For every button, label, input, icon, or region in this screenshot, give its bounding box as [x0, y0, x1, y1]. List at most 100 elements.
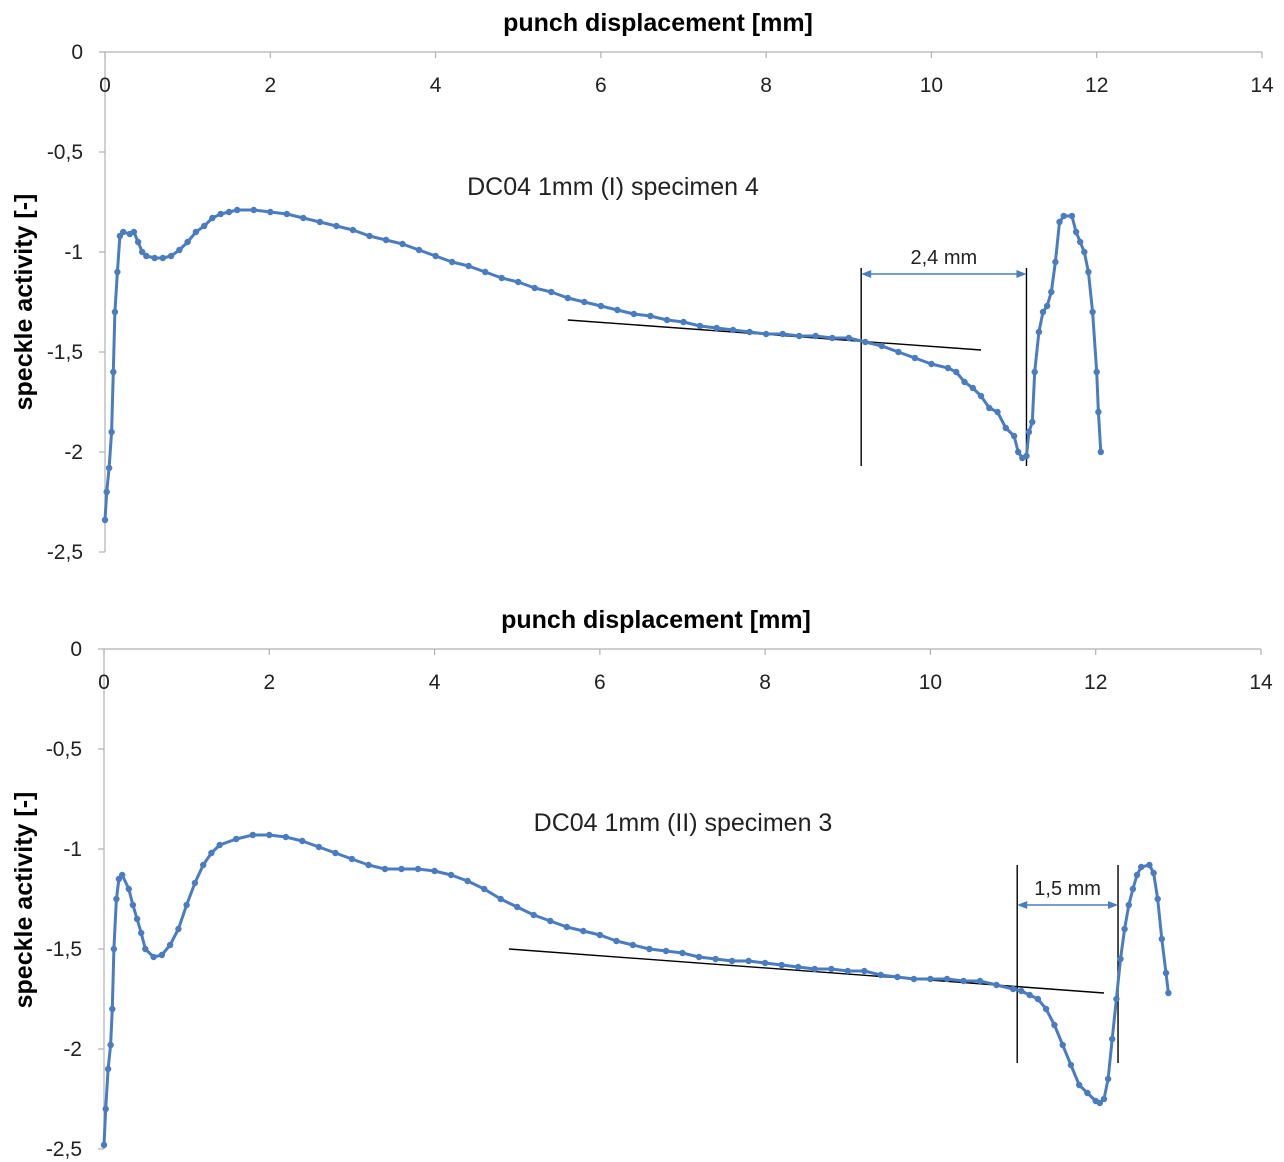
- data-point: [597, 302, 605, 310]
- data-point: [382, 236, 390, 244]
- data-point: [482, 268, 489, 276]
- x-tick-label: 4: [429, 671, 441, 694]
- data-point: [125, 885, 132, 893]
- data-point: [977, 392, 985, 400]
- data-point: [1104, 1075, 1112, 1083]
- y-tick-label: -2: [64, 441, 83, 464]
- data-point: [176, 246, 183, 254]
- data-point: [191, 879, 199, 887]
- data-point: [1089, 308, 1096, 316]
- data-point: [414, 865, 422, 873]
- data-point: [1059, 1041, 1066, 1049]
- data-point: [225, 208, 233, 216]
- data-point: [1165, 989, 1172, 997]
- data-point: [175, 925, 182, 933]
- data-point: [895, 348, 902, 356]
- data-point: [728, 957, 736, 965]
- data-point: [465, 262, 472, 270]
- data-point: [713, 324, 720, 332]
- data-point: [208, 849, 215, 857]
- x-tick-label: 2: [263, 671, 275, 694]
- data-point: [1067, 1061, 1075, 1069]
- data-point: [315, 843, 323, 851]
- data-point: [1100, 1095, 1108, 1103]
- data-point: [201, 222, 208, 230]
- data-point: [192, 228, 200, 236]
- data-point: [564, 294, 571, 302]
- data-point: [481, 885, 488, 893]
- data-point: [944, 364, 952, 372]
- data-point: [1039, 308, 1047, 316]
- data-point: [911, 354, 919, 362]
- axes-top: 0 2 4 6 8 10 12 14 0 -0,5 -1 -1,5 -2 -2,5: [47, 41, 1274, 564]
- data-point: [1076, 1081, 1083, 1089]
- data-point: [216, 841, 223, 849]
- data-point: [119, 871, 126, 879]
- data-point: [1133, 871, 1141, 879]
- data-point: [961, 378, 968, 386]
- data-point: [1109, 1035, 1116, 1043]
- dimension-arrow-right: [1016, 270, 1027, 278]
- data-point: [663, 316, 671, 324]
- data-point: [1031, 368, 1038, 376]
- data-point: [142, 945, 149, 953]
- data-point: [580, 927, 587, 935]
- data-point: [183, 901, 190, 909]
- data-point: [143, 252, 150, 260]
- x-axis-title-top: punch displacement [mm]: [503, 9, 813, 37]
- data-point: [432, 252, 439, 260]
- dimension-arrow-left: [1017, 901, 1028, 909]
- data-point: [695, 953, 703, 961]
- data-point: [120, 228, 127, 236]
- chart-title-top: DC04 1mm (I) specimen 4: [467, 173, 759, 201]
- data-point: [233, 835, 240, 843]
- series-group-bottom: [100, 831, 1172, 1149]
- data-point: [101, 516, 109, 524]
- data-point: [267, 208, 274, 216]
- data-point: [796, 332, 803, 340]
- axes-bottom: 0 2 4 6 8 10 12 14 0 -0,5 -1 -1,5 -2 -2,5: [46, 638, 1273, 1161]
- y-tick-label: 0: [70, 638, 82, 661]
- data-point: [1043, 302, 1051, 310]
- data-point: [1068, 212, 1076, 220]
- data-point: [1096, 1099, 1104, 1107]
- data-point: [779, 330, 786, 338]
- x-tick-label: 8: [760, 74, 772, 97]
- data-point: [1029, 418, 1036, 426]
- data-point: [828, 965, 835, 973]
- data-point: [812, 332, 819, 340]
- data-point: [464, 877, 471, 885]
- data-point: [943, 975, 951, 983]
- data-point: [113, 895, 120, 903]
- data-point: [1121, 925, 1128, 933]
- data-point: [953, 368, 960, 376]
- data-point: [102, 1105, 109, 1113]
- y-tick-label: -2,5: [47, 541, 83, 564]
- data-point: [139, 248, 146, 256]
- data-point: [531, 284, 538, 292]
- data-point: [138, 929, 145, 937]
- data-point: [1085, 268, 1092, 276]
- data-point: [680, 318, 687, 326]
- data-point: [159, 254, 166, 262]
- data-point: [614, 306, 621, 314]
- data-point: [581, 298, 588, 306]
- data-point: [761, 959, 769, 967]
- data-point: [209, 214, 216, 222]
- data-point: [746, 328, 753, 336]
- data-point: [927, 975, 934, 983]
- y-axis-title-bottom: speckle activity [-]: [10, 792, 38, 1009]
- data-point: [1125, 901, 1133, 909]
- data-point: [563, 923, 570, 931]
- data-point: [104, 1065, 112, 1073]
- y-tick-label: -1,5: [46, 938, 82, 961]
- data-point: [200, 861, 207, 869]
- data-point: [515, 278, 522, 286]
- data-point: [1093, 368, 1100, 376]
- data-point: [184, 238, 191, 246]
- x-tick-label: 12: [1084, 671, 1107, 694]
- y-axis-title-top: speckle activity [-]: [10, 194, 38, 411]
- data-point: [1146, 861, 1153, 869]
- data-point: [862, 338, 869, 346]
- data-point: [1018, 987, 1025, 995]
